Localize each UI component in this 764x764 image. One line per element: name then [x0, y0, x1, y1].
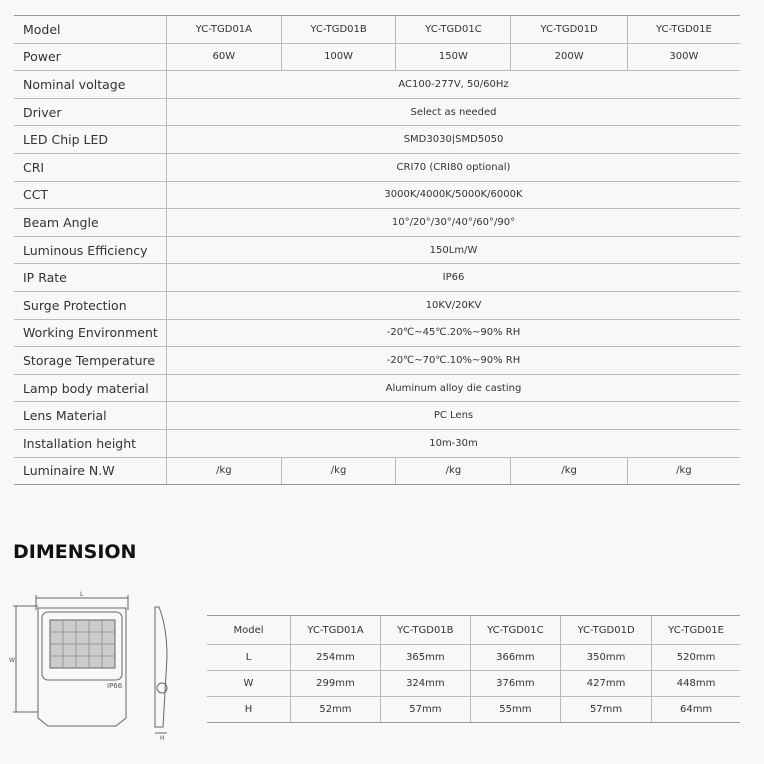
dimension-title: DIMENSION — [13, 541, 137, 563]
dimension-row: H 52mm 57mm 55mm 57mm 64mm — [207, 696, 740, 723]
dimension-cell: 427mm — [559, 670, 652, 697]
spec-row: Model YC-TGD01A YC-TGD01B YC-TGD01C YC-TGD01… — [14, 15, 740, 44]
spec-label: Working Environment — [14, 319, 167, 348]
dimension-cell: YC-TGD01A — [290, 615, 381, 645]
spec-value: -20℃~70℃.10%~90% RH — [166, 346, 740, 375]
spec-row: Lamp body material Aluminum alloy die cas… — [14, 374, 740, 403]
spec-label: IP Rate — [14, 263, 167, 292]
dimension-cell: 57mm — [559, 696, 652, 723]
spec-value: /kg — [280, 457, 396, 486]
dimension-cell: L — [207, 644, 291, 671]
spec-value: 150W — [395, 43, 511, 72]
spec-label: Beam Angle — [14, 208, 167, 237]
spec-value: 200W — [510, 43, 628, 72]
spec-value: CRI70 (CRI80 optional) — [166, 153, 740, 182]
spec-row: Luminous Efficiency 150Lm/W — [14, 236, 740, 265]
spec-value: 3000K/4000K/5000K/6000K — [166, 181, 740, 210]
dimension-cell: 52mm — [290, 696, 381, 723]
dimension-cell: H — [207, 696, 291, 723]
spec-value: YC-TGD01A — [166, 15, 282, 44]
dimension-cell: 55mm — [469, 696, 561, 723]
spec-table: Model YC-TGD01A YC-TGD01B YC-TGD01C YC-TGD01… — [14, 15, 740, 486]
dimension-header-row: Model YC-TGD01A YC-TGD01B YC-TGD01C YC-TGD01… — [207, 615, 740, 645]
spec-value: /kg — [166, 457, 282, 486]
spec-label: Luminous Efficiency — [14, 236, 167, 265]
dimension-cell: YC-TGD01E — [651, 615, 740, 645]
spec-label: Lens Material — [14, 401, 167, 430]
spec-label: Storage Temperature — [14, 346, 167, 375]
dimension-cell: W — [207, 670, 291, 697]
dimension-row: W 299mm 324mm 376mm 427mm 448mm — [207, 670, 740, 697]
spec-value: YC-TGD01B — [280, 15, 396, 44]
spec-label: Luminaire N.W — [14, 457, 167, 486]
spec-row: Driver Select as needed — [14, 98, 740, 127]
spec-row: CRI CRI70 (CRI80 optional) — [14, 153, 740, 182]
spec-value: IP66 — [166, 263, 740, 292]
spec-label: Driver — [14, 98, 167, 127]
spec-value: 150Lm/W — [166, 236, 740, 265]
spec-value: /kg — [395, 457, 511, 486]
spec-value: 100W — [280, 43, 396, 72]
spec-label: Surge Protection — [14, 291, 167, 320]
spec-value: SMD3030|SMD5050 — [166, 125, 740, 154]
floodlight-dimension-drawing: L W H IP66 — [9, 591, 168, 740]
spec-value: 10KV/20KV — [166, 291, 740, 320]
spec-row: CCT 3000K/4000K/5000K/6000K — [14, 181, 740, 210]
spec-row: LED Chip LED SMD3030|SMD5050 — [14, 125, 740, 154]
dimension-cell: 520mm — [651, 644, 740, 671]
spec-value: 10m-30m — [166, 429, 740, 458]
spec-row: Surge Protection 10KV/20KV — [14, 291, 740, 320]
dimension-cell: Model — [207, 615, 291, 645]
spec-value: Aluminum alloy die casting — [166, 374, 740, 403]
spec-label: CRI — [14, 153, 167, 182]
dimension-row: L 254mm 365mm 366mm 350mm 520mm — [207, 644, 740, 671]
spec-value: YC-TGD01C — [395, 15, 511, 44]
dimension-cell: 57mm — [379, 696, 471, 723]
spec-value: -20℃~45℃.20%~90% RH — [166, 319, 740, 348]
spec-value: Select as needed — [166, 98, 740, 127]
spec-row: Working Environment -20℃~45℃.20%~90% RH — [14, 319, 740, 348]
spec-label: Installation height — [14, 429, 167, 458]
dimension-cell: 448mm — [651, 670, 740, 697]
spec-row: Storage Temperature -20℃~70℃.10%~90% RH — [14, 346, 740, 375]
spec-value: 10°/20°/30°/40°/60°/90° — [166, 208, 740, 237]
spec-label: Power — [14, 43, 167, 72]
spec-value: YC-TGD01D — [510, 15, 628, 44]
spec-row: Power 60W 100W 150W 200W 300W — [14, 43, 740, 72]
dimension-cell: 324mm — [379, 670, 471, 697]
length-label: L — [80, 591, 84, 598]
spec-row: Nominal voltage AC100-277V, 50/60Hz — [14, 70, 740, 99]
spec-value: YC-TGD01E — [626, 15, 740, 44]
width-label: W — [9, 657, 15, 664]
spec-value: 300W — [626, 43, 740, 72]
spec-value: /kg — [626, 457, 740, 486]
spec-value: PC Lens — [166, 401, 740, 430]
dimension-cell: 366mm — [469, 644, 561, 671]
dimension-cell: YC-TGD01C — [469, 615, 561, 645]
dimension-cell: 376mm — [469, 670, 561, 697]
spec-row: Beam Angle 10°/20°/30°/40°/60°/90° — [14, 208, 740, 237]
spec-label: Nominal voltage — [14, 70, 167, 99]
spec-value: 60W — [166, 43, 282, 72]
spec-row: Installation height 10m-30m — [14, 429, 740, 458]
spec-label: Model — [14, 15, 167, 44]
ip-label: IP66 — [107, 682, 123, 690]
spec-row: Lens Material PC Lens — [14, 401, 740, 430]
spec-value: /kg — [510, 457, 628, 486]
dimension-cell: 254mm — [290, 644, 381, 671]
height-label: H — [160, 735, 165, 740]
dimension-cell: 365mm — [379, 644, 471, 671]
spec-row: Luminaire N.W/kg/kg/kg/kg/kg — [14, 457, 740, 486]
dimension-cell: 350mm — [559, 644, 652, 671]
spec-label: LED Chip LED — [14, 125, 167, 154]
dimension-table: Model YC-TGD01A YC-TGD01B YC-TGD01C YC-TGD01… — [207, 615, 740, 723]
spec-value: AC100-277V, 50/60Hz — [166, 70, 740, 99]
dimension-cell: 299mm — [290, 670, 381, 697]
dimension-cell: YC-TGD01B — [379, 615, 471, 645]
spec-label: Lamp body material — [14, 374, 167, 403]
dimension-cell: 64mm — [651, 696, 740, 723]
spec-row: IP Rate IP66 — [14, 263, 740, 292]
spec-label: CCT — [14, 181, 167, 210]
dimension-cell: YC-TGD01D — [559, 615, 652, 645]
